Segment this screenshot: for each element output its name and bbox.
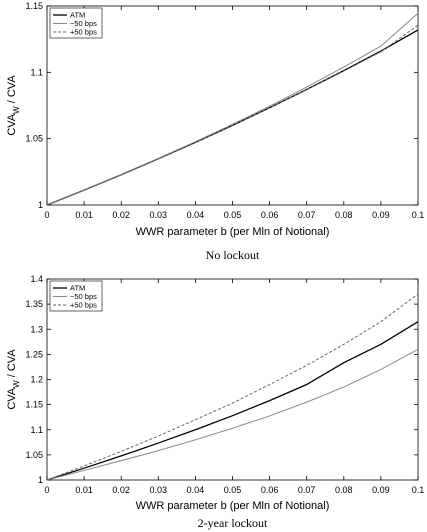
y-axis-label: CVAW / CVA bbox=[6, 349, 21, 410]
series-line-1 bbox=[46, 321, 419, 481]
x-tick-label: 0.02 bbox=[112, 485, 130, 495]
panel-caption: No lockout bbox=[206, 248, 260, 262]
x-tick-label: 0.01 bbox=[75, 210, 93, 220]
plot-frame bbox=[46, 278, 419, 481]
chart-panel-1: 0 0.01 0.02 0.03 0.04 0.05 0.06 0.07 0.08 0.09 0.1… bbox=[6, 1, 424, 262]
y-tick-label: 1.3 bbox=[30, 324, 43, 334]
y-tick-label: 1.05 bbox=[25, 450, 43, 460]
x-tick-label: 0.09 bbox=[372, 210, 390, 220]
x-tick-label: 0.09 bbox=[372, 485, 390, 495]
y-tick-label: 1.05 bbox=[25, 134, 43, 144]
legend-label: ATM bbox=[70, 284, 85, 293]
x-tick-label: 0.06 bbox=[261, 210, 279, 220]
chart-panel-2: 0 0.01 0.02 0.03 0.04 0.05 0.06 0.07 0.08 0.09 0.1… bbox=[6, 274, 424, 530]
legend-label: −50 bps bbox=[70, 292, 97, 301]
y-axis-label: CVAW / CVA bbox=[6, 75, 21, 136]
y-tick-label: 1.1 bbox=[30, 425, 43, 435]
y-tick-label: 1.2 bbox=[30, 375, 43, 385]
plot-frame bbox=[46, 5, 419, 206]
legend-label: +50 bps bbox=[70, 28, 97, 37]
y-tick-label: 1 bbox=[38, 475, 43, 485]
x-axis-label: WWR parameter b (per Mln of Notional) bbox=[136, 226, 330, 238]
series-line-2 bbox=[46, 348, 419, 481]
legend: ATM−50 bps+50 bps bbox=[49, 280, 103, 312]
series-line-3 bbox=[46, 24, 419, 206]
x-tick-label: 0.04 bbox=[187, 210, 205, 220]
x-tick-label: 0.08 bbox=[335, 485, 353, 495]
x-tick-label: 0.08 bbox=[335, 210, 353, 220]
x-tick-label: 0.1 bbox=[412, 210, 425, 220]
legend: ATM−50 bps+50 bps bbox=[49, 7, 103, 39]
x-tick-label: 0.07 bbox=[298, 210, 316, 220]
y-tick-label: 1 bbox=[38, 200, 43, 210]
x-tick-label: 0.03 bbox=[150, 210, 168, 220]
x-tick-label: 0.05 bbox=[224, 485, 242, 495]
x-axis-label: WWR parameter b (per Mln of Notional) bbox=[136, 500, 330, 512]
x-tick-label: 0.03 bbox=[150, 485, 168, 495]
series-line-3 bbox=[46, 293, 419, 481]
x-tick-label: 0.02 bbox=[112, 210, 130, 220]
y-tick-label: 1.25 bbox=[25, 349, 43, 359]
x-tick-label: 0.04 bbox=[187, 485, 205, 495]
x-tick-label: 0 bbox=[44, 485, 49, 495]
x-tick-label: 0.01 bbox=[75, 485, 93, 495]
legend-label: +50 bps bbox=[70, 301, 97, 310]
x-tick-label: 0.05 bbox=[224, 210, 242, 220]
y-tick-label: 1.35 bbox=[25, 299, 43, 309]
y-tick-label: 1.1 bbox=[30, 67, 43, 77]
y-tick-label: 1.4 bbox=[30, 274, 43, 284]
series-line-2 bbox=[46, 12, 419, 206]
panel-caption: 2-year lockout bbox=[198, 516, 268, 530]
x-tick-label: 0.06 bbox=[261, 485, 279, 495]
legend-label: −50 bps bbox=[70, 19, 97, 28]
x-tick-label: 0 bbox=[44, 210, 49, 220]
x-tick-label: 0.07 bbox=[298, 485, 316, 495]
x-tick-label: 0.1 bbox=[412, 485, 425, 495]
y-tick-label: 1.15 bbox=[25, 1, 43, 11]
legend-label: ATM bbox=[70, 11, 85, 20]
y-tick-label: 1.15 bbox=[25, 400, 43, 410]
